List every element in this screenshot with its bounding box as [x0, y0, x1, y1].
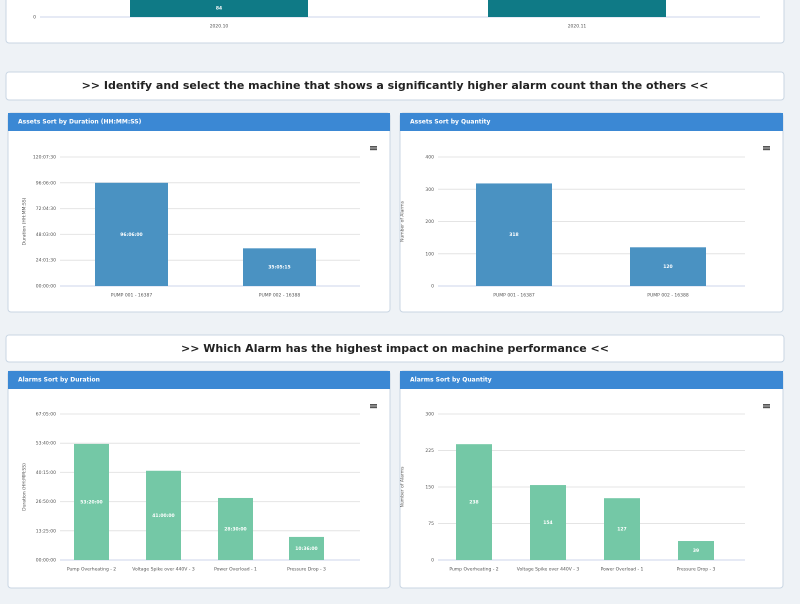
- chart-title: Assets Sort by Quantity: [410, 119, 491, 126]
- chart-panel: [7, 370, 391, 589]
- value-label: 35:05:15: [268, 265, 290, 271]
- y-axis-label: Number of Alarms: [400, 466, 406, 508]
- bar[interactable]: [488, 0, 666, 17]
- x-tick-label: PUMP 002 - 16388: [259, 293, 301, 299]
- x-tick-label: Pump Overheating - 2: [67, 567, 116, 573]
- x-tick-label: PUMP 001 - 16387: [111, 293, 153, 299]
- y-tick-label: 225: [425, 448, 434, 454]
- value-label: 10:36:00: [295, 546, 317, 552]
- chart-title: Alarms Sort by Quantity: [410, 377, 492, 384]
- menu-icon[interactable]: [763, 146, 770, 148]
- bar[interactable]: [630, 247, 706, 286]
- y-tick-label: 40:15:00: [36, 470, 56, 476]
- value-label: 318: [509, 232, 518, 238]
- banner: [5, 71, 785, 101]
- y-tick-label: 150: [425, 485, 434, 491]
- y-tick-label: 53:40:00: [36, 441, 56, 447]
- bar[interactable]: [476, 183, 552, 286]
- bar[interactable]: [74, 443, 109, 560]
- y-axis-label: Duration (HH:MM:SS): [22, 197, 28, 245]
- x-tick-label: 2020.11: [568, 24, 587, 30]
- bar[interactable]: [243, 248, 316, 286]
- value-label: 28:30:00: [224, 526, 246, 532]
- chart-panel: [7, 112, 391, 313]
- x-tick-label: Pressure Drop - 3: [287, 567, 326, 573]
- x-tick-label: Power Overload - 1: [601, 567, 644, 573]
- bar[interactable]: [95, 182, 168, 286]
- value-label: 127: [617, 527, 626, 533]
- value-label: 96:06:00: [120, 232, 142, 238]
- y-tick-label: 200: [425, 219, 434, 225]
- value-label: 238: [469, 500, 478, 506]
- menu-icon[interactable]: [763, 147, 770, 149]
- menu-icon[interactable]: [763, 149, 770, 151]
- chart-header: [400, 113, 783, 131]
- menu-icon[interactable]: [370, 404, 377, 406]
- chart-header: [400, 371, 783, 389]
- bar[interactable]: [530, 485, 566, 560]
- y-tick-label: 26:50:00: [36, 499, 56, 505]
- y-tick-label: 48:03:00: [36, 232, 56, 238]
- menu-icon[interactable]: [370, 146, 377, 148]
- bar[interactable]: [130, 0, 308, 17]
- chart-title: Assets Sort by Duration (HH:MM:SS): [18, 119, 142, 126]
- x-tick-label: 2020.10: [210, 24, 229, 30]
- bar[interactable]: [289, 536, 324, 560]
- y-tick-label: 75: [428, 521, 434, 527]
- bar[interactable]: [218, 497, 253, 560]
- x-tick-label: Voltage Spike over 440V - 3: [132, 567, 195, 573]
- y-tick-label: 96:06:00: [36, 180, 56, 186]
- y-tick-label: 120:07:30: [33, 155, 56, 161]
- y-axis-label: Number of Alarms: [400, 200, 406, 242]
- value-label: 39: [693, 548, 699, 554]
- banner: [5, 334, 785, 363]
- y-tick-label: 0: [33, 15, 36, 21]
- banner-text: >> Identify and select the machine that …: [82, 79, 709, 92]
- y-tick-label: 00:00:00: [36, 558, 56, 564]
- y-tick-label: 00:00:00: [36, 284, 56, 290]
- bar[interactable]: [456, 444, 492, 560]
- x-tick-label: PUMP 001 - 16387: [493, 293, 535, 299]
- y-tick-label: 300: [425, 412, 434, 418]
- y-tick-label: 67:05:00: [36, 412, 56, 418]
- chart-header: [8, 371, 390, 389]
- value-label: 53:20:00: [80, 499, 102, 505]
- bar[interactable]: [678, 541, 714, 560]
- x-tick-label: PUMP 002 - 16388: [647, 293, 689, 299]
- x-tick-label: Voltage Spike over 440V - 3: [517, 567, 580, 573]
- menu-icon[interactable]: [370, 149, 377, 151]
- value-label: 154: [543, 520, 552, 526]
- y-tick-label: 0: [431, 284, 434, 290]
- value-label: 41:00:00: [152, 513, 174, 519]
- chart-header: [8, 113, 390, 131]
- x-tick-label: Power Overload - 1: [214, 567, 257, 573]
- value-label: 84: [216, 6, 222, 12]
- menu-icon[interactable]: [763, 405, 770, 407]
- menu-icon[interactable]: [370, 147, 377, 149]
- banner-text: >> Which Alarm has the highest impact on…: [181, 342, 609, 355]
- value-label: 120: [663, 264, 672, 270]
- y-tick-label: 24:01:30: [36, 258, 56, 264]
- menu-icon[interactable]: [370, 405, 377, 407]
- bar[interactable]: [604, 498, 640, 560]
- y-tick-label: 300: [425, 187, 434, 193]
- y-tick-label: 13:25:00: [36, 528, 56, 534]
- y-tick-label: 0: [431, 558, 434, 564]
- menu-icon[interactable]: [763, 404, 770, 406]
- y-axis-label: Duration (HH:MM:SS): [22, 463, 28, 511]
- y-tick-label: 400: [425, 155, 434, 161]
- menu-icon[interactable]: [763, 407, 770, 409]
- trend-panel: [5, 0, 785, 44]
- bar[interactable]: [146, 470, 181, 560]
- x-tick-label: Pressure Drop - 3: [677, 567, 716, 573]
- chart-title: Alarms Sort by Duration: [18, 377, 100, 384]
- menu-icon[interactable]: [370, 407, 377, 409]
- y-tick-label: 100: [425, 251, 434, 257]
- chart-panel: [399, 112, 784, 313]
- x-tick-label: Pump Overheating - 2: [449, 567, 498, 573]
- y-tick-label: 72:04:30: [36, 206, 56, 212]
